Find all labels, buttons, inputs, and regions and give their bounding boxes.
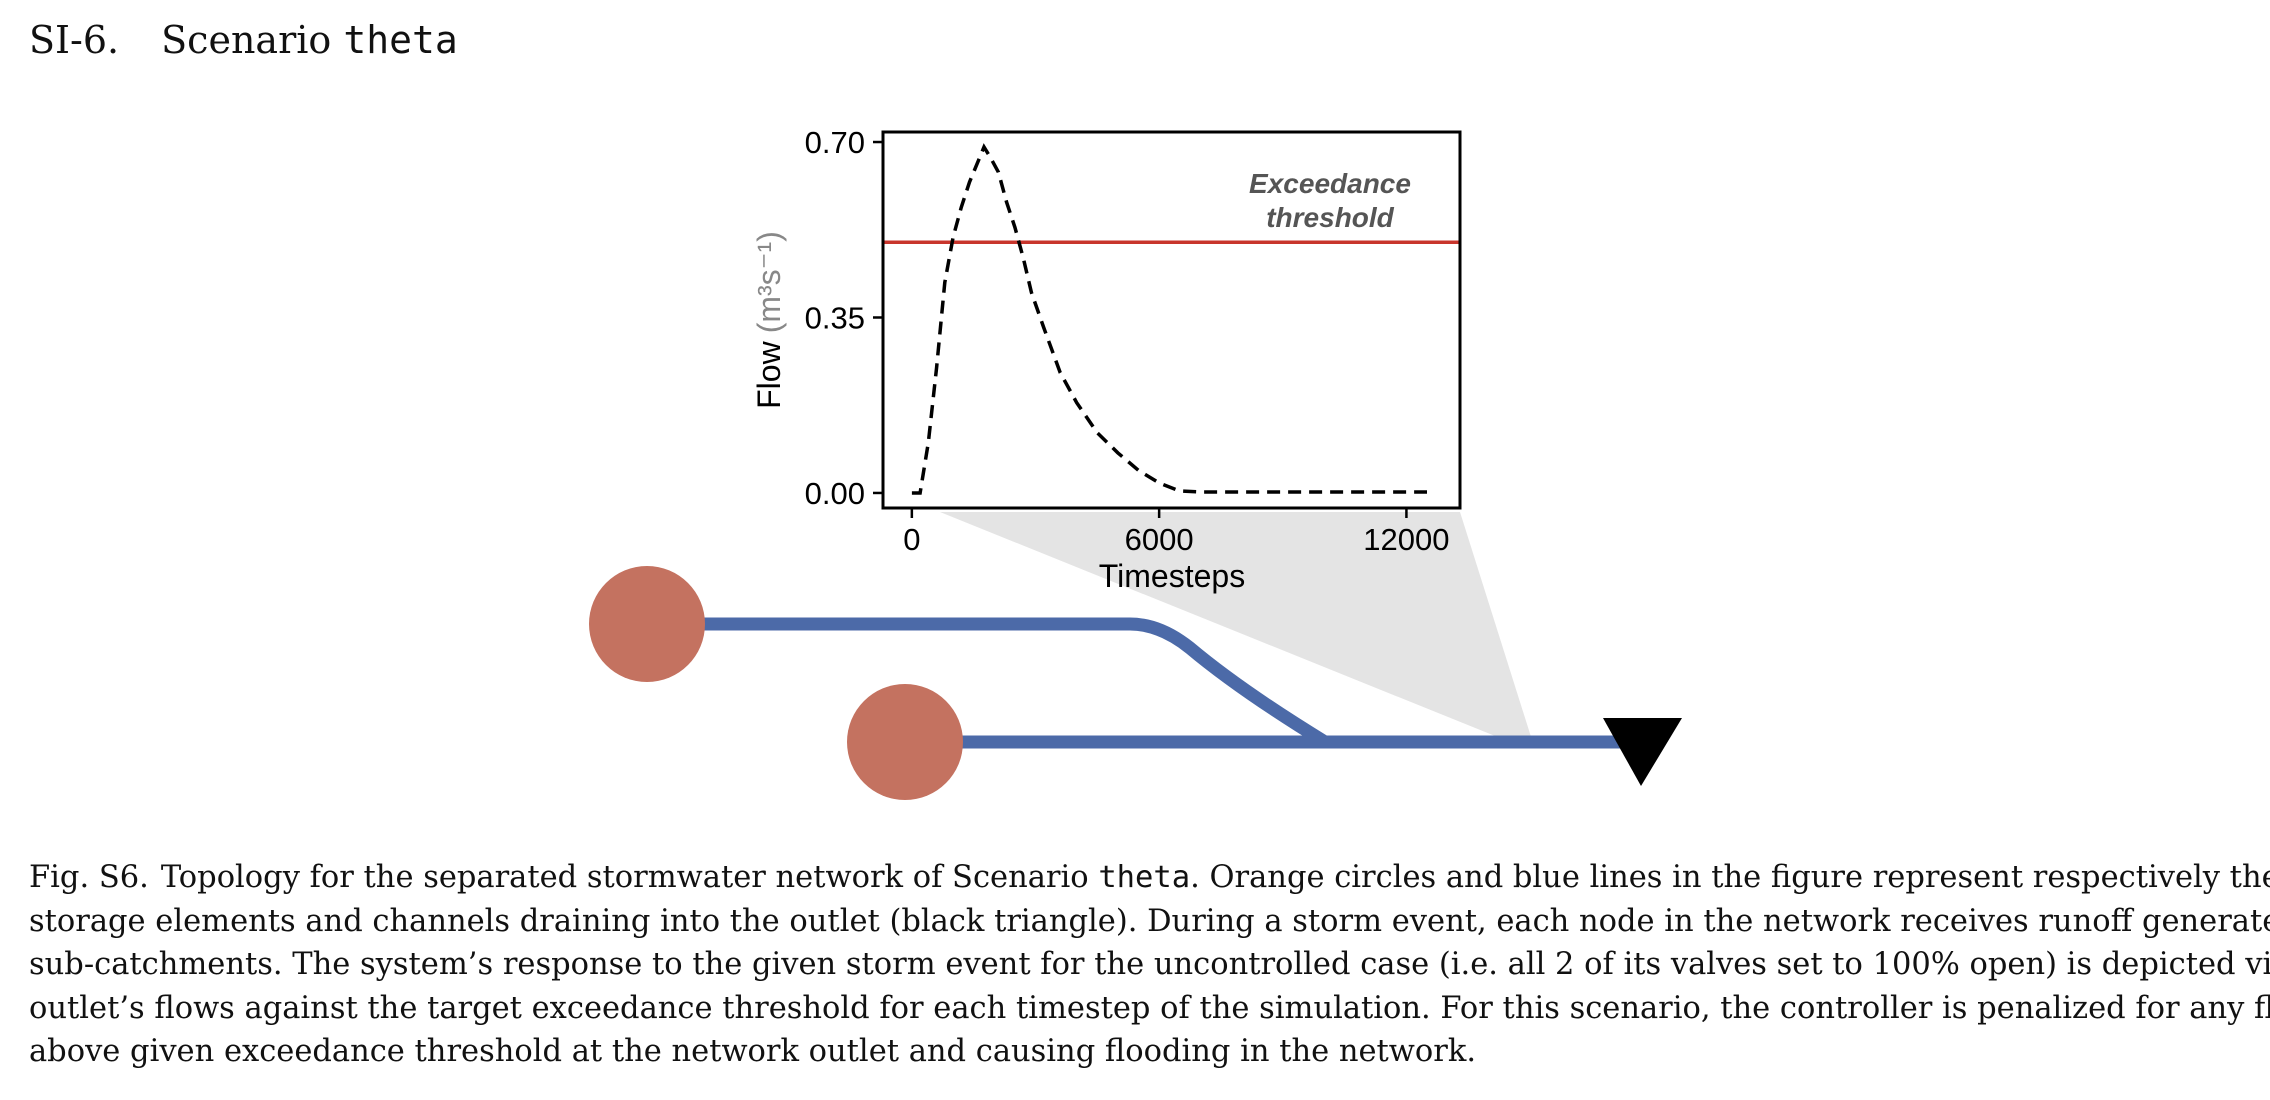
y-tick-label: 0.00 — [805, 476, 865, 511]
y-tick-label: 0.70 — [805, 125, 865, 160]
section-number: SI-6. — [29, 18, 120, 62]
caption-label: Fig. S6. — [29, 860, 149, 895]
chart-frame — [881, 130, 1462, 510]
figure-caption: Fig. S6. Topology for the separated storm… — [29, 856, 2270, 1074]
x-axis: 0 6000 12000 — [903, 508, 1450, 557]
caption-line-2: storage elements and channels draining i… — [29, 903, 2270, 939]
storage-node-1 — [589, 566, 705, 682]
y-tick-label: 0.35 — [805, 300, 865, 335]
threshold-label-line1: Exceedance — [1249, 168, 1411, 199]
outlet-triangle — [1603, 718, 1682, 786]
y-axis: 0.00 0.35 0.70 — [805, 125, 883, 511]
caption-line-3: sub-catchments. The system’s response to… — [29, 947, 2270, 982]
network-figure: 0.00 0.35 0.70 0 6000 12000 Exceedance thres… — [589, 125, 1682, 800]
y-axis-label-unit: (m³s⁻¹) — [751, 231, 787, 333]
caption-code: theta — [1098, 860, 1191, 895]
caption-line-4: outlet’s flows against the target exceed… — [29, 990, 2270, 1026]
flow-series-line — [911, 143, 1427, 495]
channel-upper — [641, 617, 1332, 749]
caption-line-5: above given exceedance threshold at the … — [29, 1034, 1477, 1069]
y-axis-label-name: Flow — [751, 340, 787, 408]
storage-node-2 — [847, 684, 963, 800]
caption-text: Topology for the separated stormwater ne… — [160, 860, 1099, 895]
x-tick-label: 6000 — [1125, 522, 1194, 557]
threshold-label-line2: threshold — [1266, 202, 1394, 233]
section-title-prefix: Scenario — [161, 18, 344, 62]
section-title-code: theta — [343, 18, 458, 62]
x-axis-label: Timesteps — [1099, 558, 1245, 594]
zoom-wedge — [940, 512, 1532, 740]
y-axis-label: Flow (m³s⁻¹) — [751, 231, 787, 409]
chart-plot-area — [883, 132, 1460, 508]
caption-text: . Orange circles and blue lines in the f… — [1190, 860, 2270, 895]
x-tick-label: 0 — [903, 522, 920, 557]
x-tick-label: 12000 — [1363, 522, 1449, 557]
caption-line-1: Fig. S6. Topology for the separated storm… — [29, 856, 2270, 900]
flow-chart: 0.00 0.35 0.70 0 6000 12000 Exceedance thres… — [751, 125, 1462, 594]
section-heading: SI-6. Scenario theta — [29, 18, 458, 62]
